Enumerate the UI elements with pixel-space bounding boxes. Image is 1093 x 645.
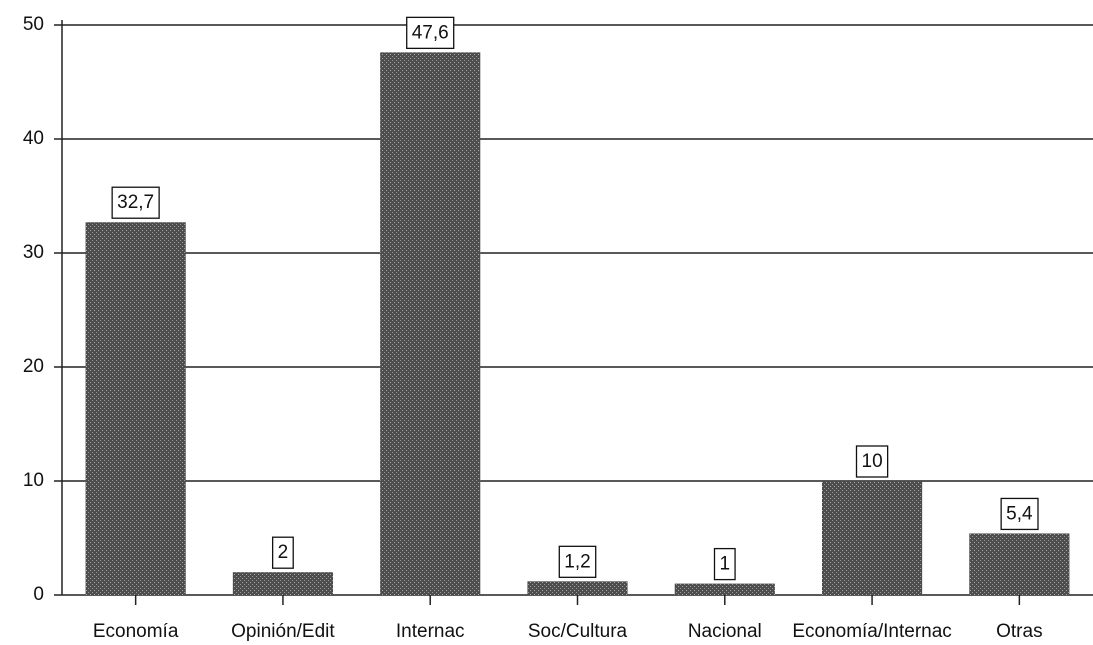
value-label: 47,6 — [412, 22, 449, 43]
value-label-box — [111, 186, 160, 219]
value-label: 10 — [862, 451, 883, 472]
y-tick-label: 0 — [33, 584, 44, 605]
value-label: 2 — [278, 542, 289, 563]
value-label: 1,2 — [564, 551, 590, 572]
x-tick-label: Internac — [396, 621, 465, 642]
y-tick-label: 30 — [23, 242, 44, 263]
y-tick-label: 20 — [23, 356, 44, 377]
value-label-box — [855, 445, 889, 478]
value-label-box — [713, 547, 736, 581]
value-label-box — [1000, 497, 1039, 531]
value-label: 32,7 — [117, 192, 154, 213]
x-tick-label: Opinión/Edit — [231, 621, 335, 642]
bar-texture — [380, 52, 481, 596]
bar-texture — [674, 583, 775, 595]
y-tick-label: 10 — [23, 470, 44, 491]
bar-texture — [527, 581, 628, 595]
value-label-box — [558, 545, 597, 578]
value-label-box — [271, 536, 294, 569]
x-tick-label: Otras — [996, 621, 1042, 642]
y-tick-label: 50 — [23, 14, 44, 35]
x-tick-label: Economía — [93, 621, 179, 642]
value-label: 5,4 — [1006, 503, 1033, 524]
x-tick-label: Nacional — [688, 621, 762, 642]
x-tick-label: Soc/Cultura — [528, 621, 628, 642]
x-tick-label: Economía/Internac — [792, 621, 951, 642]
bar-texture — [85, 222, 186, 595]
value-label-box — [406, 16, 455, 50]
bar-texture — [821, 481, 923, 595]
y-tick-label: 40 — [23, 128, 44, 149]
value-label: 1 — [719, 554, 730, 575]
bar-texture — [969, 533, 1070, 595]
bar-texture — [232, 572, 334, 595]
